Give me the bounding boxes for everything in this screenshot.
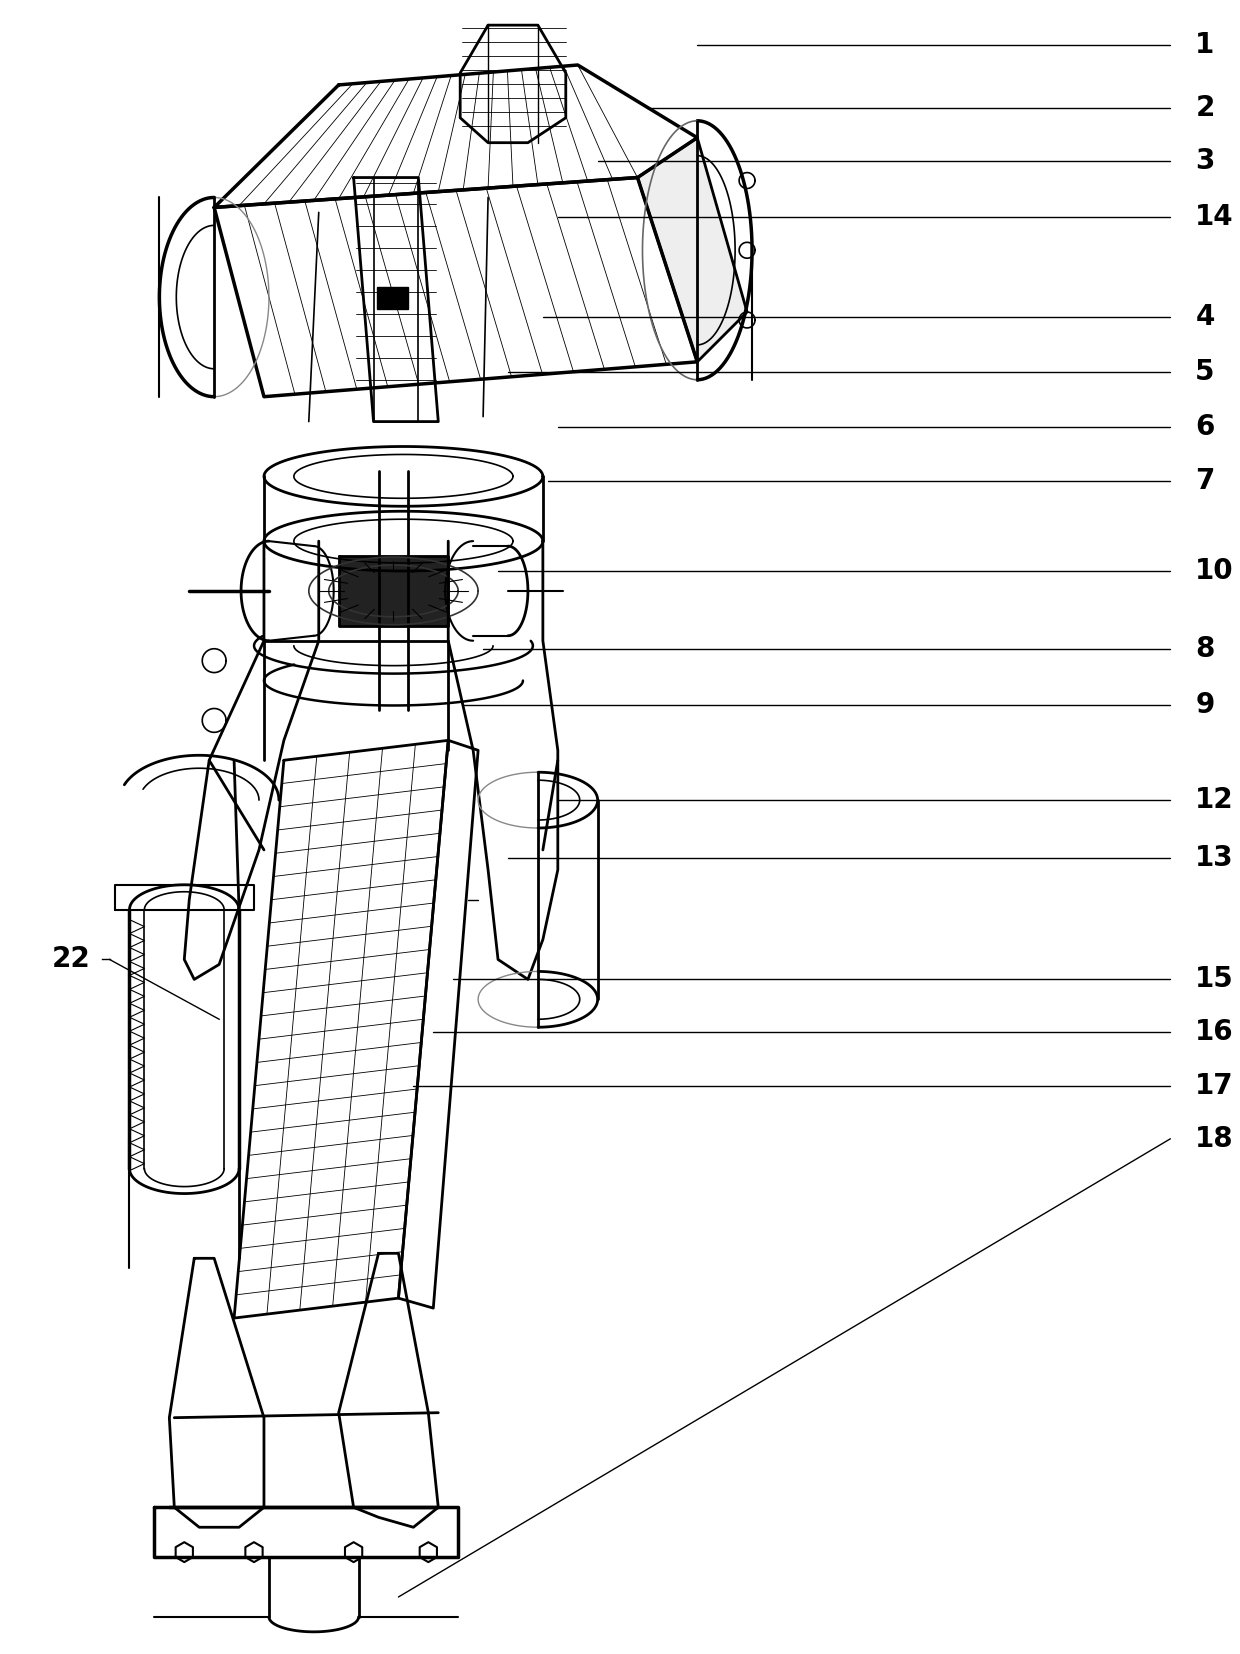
Text: 2: 2 xyxy=(1195,94,1215,122)
Polygon shape xyxy=(234,741,448,1318)
Text: 14: 14 xyxy=(1195,203,1234,232)
Text: 3: 3 xyxy=(1195,147,1215,175)
Text: 5: 5 xyxy=(1195,357,1215,385)
Text: 17: 17 xyxy=(1195,1072,1234,1100)
Polygon shape xyxy=(353,177,438,422)
Text: 6: 6 xyxy=(1195,412,1215,440)
Text: 1: 1 xyxy=(1195,31,1214,60)
Text: 16: 16 xyxy=(1195,1019,1234,1047)
Polygon shape xyxy=(215,65,697,207)
Polygon shape xyxy=(448,541,558,979)
Text: 9: 9 xyxy=(1195,691,1214,719)
Polygon shape xyxy=(339,556,448,625)
Text: 15: 15 xyxy=(1195,966,1234,994)
Polygon shape xyxy=(637,137,746,362)
Text: 22: 22 xyxy=(52,946,91,974)
Text: 8: 8 xyxy=(1195,635,1215,663)
Polygon shape xyxy=(215,177,697,397)
Polygon shape xyxy=(398,741,479,1308)
FancyBboxPatch shape xyxy=(377,288,408,309)
Text: 18: 18 xyxy=(1195,1125,1234,1153)
Text: 13: 13 xyxy=(1195,844,1234,872)
Text: 4: 4 xyxy=(1195,303,1215,331)
Text: 7: 7 xyxy=(1195,468,1215,495)
Polygon shape xyxy=(460,25,565,142)
Polygon shape xyxy=(339,1254,438,1527)
Text: 10: 10 xyxy=(1195,557,1234,586)
Text: 12: 12 xyxy=(1195,786,1234,814)
Polygon shape xyxy=(114,885,254,910)
Polygon shape xyxy=(170,1259,264,1527)
Polygon shape xyxy=(155,1507,459,1556)
Polygon shape xyxy=(185,541,319,979)
